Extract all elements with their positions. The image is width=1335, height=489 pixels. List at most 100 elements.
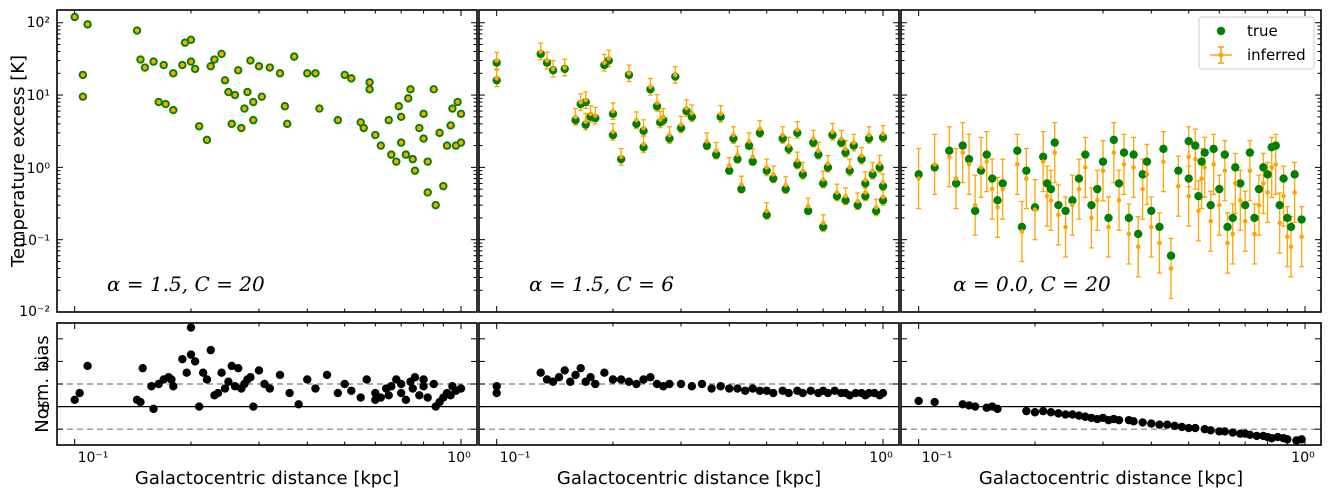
true-point [1159, 144, 1168, 154]
inferred-point [284, 121, 290, 127]
true-point [993, 196, 1002, 205]
bias-point [167, 375, 176, 384]
true-point [878, 181, 888, 191]
bias-point [755, 386, 765, 395]
inferred-point [648, 84, 653, 90]
inferred-point [1076, 186, 1082, 192]
inferred-point [989, 186, 995, 192]
bias-point [227, 361, 236, 371]
true-point [1197, 157, 1206, 166]
bias-point [586, 373, 595, 382]
inferred-point [455, 99, 460, 105]
inferred-point [232, 92, 238, 98]
inferred-point [953, 176, 959, 181]
bias-point [1030, 408, 1040, 417]
bias-point [1074, 411, 1084, 420]
true-point [1038, 152, 1048, 161]
bias-point [456, 384, 466, 393]
inferred-point [1131, 165, 1136, 170]
inferred-point [932, 162, 937, 167]
panel-annotation: α = 0.0, C = 20 [953, 272, 1111, 296]
bias-point [396, 379, 406, 389]
bias-point [384, 391, 393, 400]
inferred-point [282, 103, 288, 109]
true-point [1074, 174, 1084, 183]
inferred-point [1273, 162, 1279, 167]
inferred-point [713, 148, 719, 154]
panel-top-right-frame [900, 9, 1322, 313]
panel-top-middle-frame [478, 9, 900, 313]
inferred-point [1238, 198, 1243, 203]
inferred-point [182, 40, 188, 45]
inferred-point [245, 89, 250, 95]
bias-point [591, 379, 600, 389]
x-tick-label: 10⁰ [1291, 450, 1315, 466]
true-point [1290, 170, 1299, 179]
true-point [1215, 184, 1224, 194]
y-tick-label: 2 [41, 355, 50, 371]
inferred-point [538, 49, 543, 54]
bias-point [246, 373, 255, 382]
bias-point [492, 382, 501, 391]
inferred-point [229, 121, 235, 127]
true-point [868, 170, 877, 179]
inferred-point [739, 182, 744, 187]
inferred-point [1044, 193, 1050, 199]
inferred-point [1196, 208, 1201, 214]
inferred-point [348, 76, 354, 81]
inferred-point [1024, 176, 1029, 181]
inferred-point [1186, 154, 1192, 160]
true-point [1228, 213, 1237, 223]
inferred-point [1176, 183, 1181, 189]
true-point [861, 179, 870, 188]
inferred-point [966, 162, 972, 167]
y-tick-label: 0 [41, 400, 50, 416]
true-point [1283, 213, 1292, 223]
data-points [70, 12, 1306, 445]
true-point [1046, 184, 1056, 194]
true-point [818, 222, 828, 232]
panel-annotation: α = 1.5, C = 20 [107, 272, 265, 296]
inferred-point [80, 72, 86, 78]
inferred-point [1265, 190, 1270, 195]
inferred-point [142, 65, 148, 70]
true-point [857, 154, 866, 164]
inferred-point [444, 143, 450, 148]
bias-point [1155, 420, 1164, 429]
bias-point [190, 357, 200, 366]
bias-point [851, 388, 860, 398]
bias-point [136, 397, 145, 407]
bias-point [1252, 431, 1261, 441]
inferred-point [1019, 229, 1025, 234]
true-point [803, 206, 813, 216]
bias-point [419, 382, 428, 391]
true-point [951, 179, 961, 188]
inferred-point [1140, 186, 1145, 192]
inferred-point [678, 122, 684, 127]
inferred-point [248, 58, 253, 63]
inferred-point [602, 60, 607, 66]
bias-point [194, 402, 204, 411]
true-point [878, 133, 888, 142]
inferred-point [433, 202, 439, 208]
bias-point [169, 382, 178, 391]
inferred-point [1202, 165, 1208, 170]
inferred-point [795, 158, 800, 163]
inferred-point [1100, 168, 1106, 173]
inferred-point [1281, 193, 1286, 199]
inferred-point [1116, 198, 1122, 203]
bias-point [1046, 408, 1056, 417]
inferred-point [1000, 186, 1005, 192]
legend-true-marker [1216, 26, 1226, 36]
bias-point [576, 363, 585, 373]
inferred-point [1089, 215, 1094, 221]
inferred-point [450, 106, 455, 111]
bias-point [1245, 430, 1255, 440]
inferred-point [946, 154, 952, 160]
true-point [1231, 163, 1240, 172]
inferred-point [448, 123, 453, 128]
inferred-point [1269, 165, 1275, 170]
x-tick-label: 10⁻¹ [500, 450, 531, 466]
inferred-point [735, 152, 740, 157]
true-point [762, 210, 771, 220]
